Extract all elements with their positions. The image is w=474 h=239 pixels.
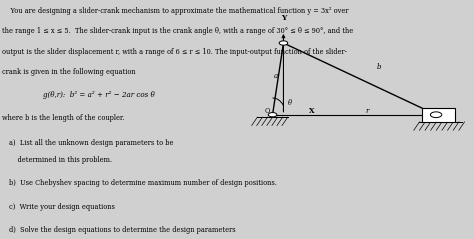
Text: θ: θ (288, 99, 292, 107)
Text: b: b (377, 63, 382, 71)
Text: O: O (264, 107, 270, 115)
Text: where b is the length of the coupler.: where b is the length of the coupler. (2, 114, 125, 121)
Bar (422, 108, 455, 122)
Circle shape (268, 113, 277, 117)
Text: crank is given in the following equation: crank is given in the following equation (2, 68, 136, 76)
Text: g(θ,r):  b² = a² + r² − 2ar cos θ: g(θ,r): b² = a² + r² − 2ar cos θ (43, 91, 155, 99)
Circle shape (279, 41, 288, 45)
Circle shape (430, 112, 442, 118)
Text: d)  Solve the design equations to determine the design parameters: d) Solve the design equations to determi… (9, 226, 236, 234)
Text: c)  Write your design equations: c) Write your design equations (9, 203, 115, 211)
Text: output is the slider displacement r, with a range of 6 ≤ r ≤ 10. The input-outpu: output is the slider displacement r, wit… (2, 48, 347, 56)
Text: X: X (309, 107, 315, 115)
Text: r: r (365, 107, 369, 115)
Text: the range 1 ≤ x ≤ 5.  The slider-crank input is the crank angle θ, with a range : the range 1 ≤ x ≤ 5. The slider-crank in… (2, 27, 354, 35)
Text: Y: Y (281, 14, 286, 22)
Text: a)  List all the unknown design parameters to be: a) List all the unknown design parameter… (9, 139, 174, 147)
Text: You are designing a slider-crank mechanism to approximate the mathematical funct: You are designing a slider-crank mechani… (2, 7, 349, 15)
Text: determined in this problem.: determined in this problem. (9, 156, 113, 164)
Text: a: a (274, 72, 278, 81)
Text: b)  Use Chebyshev spacing to determine maximum number of design positions.: b) Use Chebyshev spacing to determine ma… (9, 179, 277, 187)
